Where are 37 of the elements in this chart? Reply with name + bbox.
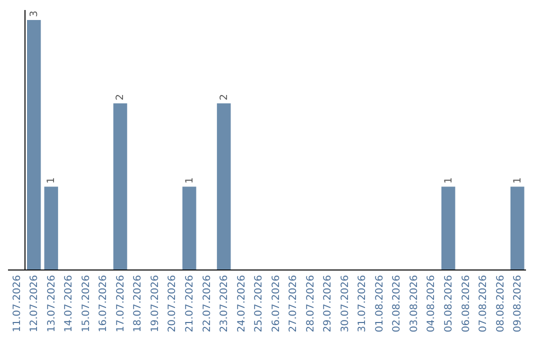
x-tick-label: 14.07.2026	[64, 275, 75, 332]
x-tick-label: 03.08.2026	[408, 275, 420, 332]
data-label: 1	[512, 177, 524, 184]
x-tick-label: 23.07.2026	[219, 275, 230, 332]
x-tick-label: 16.07.2026	[98, 275, 110, 332]
x-tick-label: 21.07.2026	[184, 275, 196, 332]
data-label: 1	[443, 177, 454, 184]
x-tick-label: 19.07.2026	[150, 275, 161, 332]
data-label: 1	[184, 177, 196, 184]
data-label: 1	[46, 177, 58, 184]
x-tick-label: 02.08.2026	[392, 275, 403, 332]
x-tick-label: 28.07.2026	[305, 275, 316, 332]
x-tick-label: 13.07.2026	[46, 275, 58, 332]
x-tick-label: 09.08.2026	[512, 275, 524, 332]
x-tick-label: 24.07.2026	[236, 275, 248, 332]
x-tick-label: 27.07.2026	[288, 275, 300, 332]
x-tick-label: 11.07.2026	[12, 275, 23, 332]
x-tick-label: 07.08.2026	[478, 275, 490, 332]
x-tick-label: 15.07.2026	[80, 275, 92, 332]
x-tick-label: 12.07.2026	[29, 275, 40, 332]
x-tick-label: 05.08.2026	[444, 275, 454, 332]
x-tick-label: 31.07.2026	[357, 275, 368, 332]
data-label: 2	[115, 94, 126, 100]
x-tick-label: 26.07.2026	[270, 275, 282, 332]
x-tick-label: 08.08.2026	[495, 275, 506, 332]
x-tick-label: 04.08.2026	[426, 275, 438, 332]
x-tick-label: 17.07.2026	[115, 275, 126, 332]
x-tick-label: 01.08.2026	[374, 275, 386, 332]
x-tick-label: 25.07.2026	[254, 275, 265, 332]
x-tick-label: 22.07.2026	[202, 275, 213, 332]
x-tick-label: 30.07.2026	[340, 275, 351, 332]
x-tick-label: 06.08.2026	[460, 275, 472, 332]
data-label: 3	[28, 10, 40, 17]
x-tick-label: 18.07.2026	[132, 275, 144, 332]
data-label: 2	[218, 94, 230, 100]
x-tick-label: 29.07.2026	[322, 275, 334, 332]
x-tick-label: 20.07.2026	[167, 275, 178, 332]
